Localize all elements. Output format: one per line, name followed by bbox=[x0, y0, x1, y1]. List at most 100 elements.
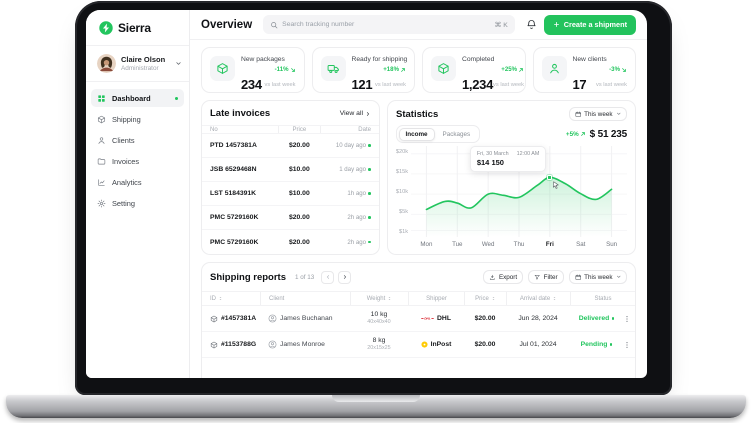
column-label: Client bbox=[269, 295, 285, 302]
sidebar-item-clients[interactable]: Clients bbox=[91, 131, 184, 149]
invoice-row[interactable]: PTD 1457381A $20.00 10 day ago bbox=[202, 134, 379, 158]
sort-icon[interactable] bbox=[218, 296, 223, 301]
trend-down-icon bbox=[290, 67, 296, 73]
shipping-reports-panel: Shipping reports 1 of 13 Export bbox=[201, 262, 636, 378]
table-row[interactable]: #1153788G James Monroe 8 kg 20x15x25 InP… bbox=[202, 332, 635, 358]
invoice-price: $20.00 bbox=[288, 214, 310, 221]
y-axis-tick: $1k bbox=[398, 229, 408, 235]
notifications-bell-icon[interactable] bbox=[526, 19, 537, 30]
create-shipment-button[interactable]: Create a shipment bbox=[543, 14, 636, 35]
user-avatar bbox=[97, 54, 116, 73]
chevron-down-icon[interactable] bbox=[175, 60, 182, 67]
statistics-subheader: Income Packages +5% $ 51 235 bbox=[388, 123, 635, 143]
sidebar-item-setting[interactable]: Setting bbox=[91, 194, 184, 212]
trend-up-icon bbox=[400, 67, 406, 73]
chevron-left-icon bbox=[325, 274, 331, 280]
income-chart: $20k $15k $10k $5k $1k Fri, 30 March 12:00 A… bbox=[388, 143, 635, 254]
stat-card-label: Ready for shipping bbox=[351, 56, 408, 63]
tab-packages[interactable]: Packages bbox=[442, 130, 471, 138]
statistics-period-label: This week bbox=[584, 110, 613, 118]
tab-income[interactable]: Income bbox=[398, 127, 435, 141]
sidebar: Sierra Claire Olson Administrator Dashbo… bbox=[86, 10, 190, 378]
column-header-price[interactable]: Price bbox=[464, 292, 506, 305]
topbar: Overview ⌘ K Create a shipment bbox=[190, 10, 647, 40]
column-header-weight[interactable]: Weight bbox=[350, 292, 408, 305]
brand-name: Sierra bbox=[118, 20, 151, 35]
row-menu-icon[interactable] bbox=[623, 341, 631, 349]
x-axis-tick-sun: Sun bbox=[606, 241, 618, 248]
invoice-row[interactable]: JSB 6529468N $10.00 1 day ago bbox=[202, 158, 379, 182]
column-label: Price bbox=[475, 295, 489, 302]
report-actions: Export Filter This week bbox=[483, 270, 627, 284]
stat-card: New clients 17 -3% vs last week bbox=[532, 47, 636, 93]
late-invoices-header: Late invoices View all bbox=[202, 101, 379, 125]
column-header-price: Price bbox=[277, 126, 322, 133]
search-box[interactable]: ⌘ K bbox=[263, 15, 515, 34]
sort-icon[interactable] bbox=[387, 296, 392, 301]
column-header-client: Client bbox=[260, 292, 350, 305]
sidebar-item-analytics[interactable]: Analytics bbox=[91, 173, 184, 191]
x-axis-tick-mon: Mon bbox=[420, 241, 433, 248]
invoice-row[interactable]: PMC 5729160K $20.00 2h ago bbox=[202, 230, 379, 254]
sidebar-item-shipping[interactable]: Shipping bbox=[91, 110, 184, 128]
invoice-number: LST 5184391K bbox=[210, 190, 257, 197]
export-button[interactable]: Export bbox=[483, 270, 524, 284]
stats-cards: New packages 234 -11% vs last week Ready… bbox=[201, 47, 636, 93]
package-icon bbox=[210, 341, 218, 349]
row-menu-icon[interactable] bbox=[623, 315, 631, 323]
tooltip-time: 12:00 AM bbox=[516, 150, 540, 157]
truck-icon bbox=[327, 62, 340, 75]
column-header-arrival-date[interactable]: Arrival date bbox=[506, 292, 570, 305]
column-header-date: Date bbox=[358, 126, 371, 133]
search-icon bbox=[270, 21, 278, 29]
invoice-date: 1 day ago bbox=[339, 166, 366, 173]
user-profile[interactable]: Claire Olson Administrator bbox=[86, 46, 189, 82]
next-page-button[interactable] bbox=[338, 270, 352, 284]
trend-up-icon bbox=[580, 131, 586, 137]
statistics-change-value: +5% bbox=[565, 130, 579, 138]
main-area: Overview ⌘ K Create a shipment New bbox=[190, 10, 647, 378]
shipment-price: $20.00 bbox=[474, 315, 496, 322]
invoice-row[interactable]: PMC 5729160K $20.00 2h ago bbox=[202, 206, 379, 230]
sidebar-item-invoices[interactable]: Invoices bbox=[91, 152, 184, 170]
x-axis-tick-tue: Tue bbox=[452, 241, 463, 248]
late-invoices-title: Late invoices bbox=[210, 108, 271, 119]
statistics-period-button[interactable]: This week bbox=[568, 107, 627, 121]
export-label: Export bbox=[498, 273, 518, 281]
package-icon bbox=[210, 315, 218, 323]
y-axis-tick: $15k bbox=[395, 169, 408, 175]
stat-card-value: 234 bbox=[241, 77, 262, 92]
column-label: Arrival date bbox=[519, 295, 551, 302]
invoice-row[interactable]: LST 5184391K $10.00 1h ago bbox=[202, 182, 379, 206]
column-header-shipper: Shipper bbox=[408, 292, 464, 305]
package-icon bbox=[437, 62, 450, 75]
chart-x-axis-labels: Mon Tue Wed Thu Fri Sat Sun bbox=[411, 237, 627, 249]
sidebar-item-label: Shipping bbox=[112, 114, 141, 124]
chart-highlight-marker bbox=[547, 174, 553, 180]
y-axis-tick: $5k bbox=[398, 209, 408, 215]
sort-icon[interactable] bbox=[552, 296, 557, 301]
invoice-price: $10.00 bbox=[288, 190, 310, 197]
tooltip-value: $14 150 bbox=[476, 158, 504, 167]
sidebar-item-dashboard[interactable]: Dashboard bbox=[91, 89, 184, 107]
table-row[interactable]: #1457381A James Buchanan 10 kg 40x40x40 … bbox=[202, 306, 635, 332]
package-icon bbox=[216, 62, 229, 75]
view-all-link[interactable]: View all bbox=[340, 110, 371, 117]
late-invoices-panel: Late invoices View all No Price Date bbox=[201, 100, 380, 255]
column-header-id[interactable]: ID bbox=[202, 292, 260, 305]
column-header-no: No bbox=[210, 126, 218, 133]
stat-card-value: 121 bbox=[351, 77, 373, 92]
filter-button[interactable]: Filter bbox=[528, 270, 564, 284]
chart-plot-area[interactable]: Fri, 30 March 12:00 AM $14 150 bbox=[411, 146, 627, 237]
stat-card-icon-box bbox=[541, 56, 567, 81]
sidebar-item-label: Analytics bbox=[112, 177, 142, 187]
previous-page-button[interactable] bbox=[321, 270, 335, 284]
chart-y-axis-labels: $20k $15k $10k $5k $1k bbox=[394, 146, 411, 249]
invoice-date: 1h ago bbox=[347, 190, 366, 197]
sort-icon[interactable] bbox=[491, 296, 496, 301]
search-input[interactable] bbox=[282, 21, 491, 28]
reports-period-button[interactable]: This week bbox=[568, 270, 627, 284]
statistics-header: Statistics This week bbox=[388, 101, 635, 123]
status-badge: Pending bbox=[580, 341, 608, 348]
chevron-right-icon bbox=[342, 274, 348, 280]
